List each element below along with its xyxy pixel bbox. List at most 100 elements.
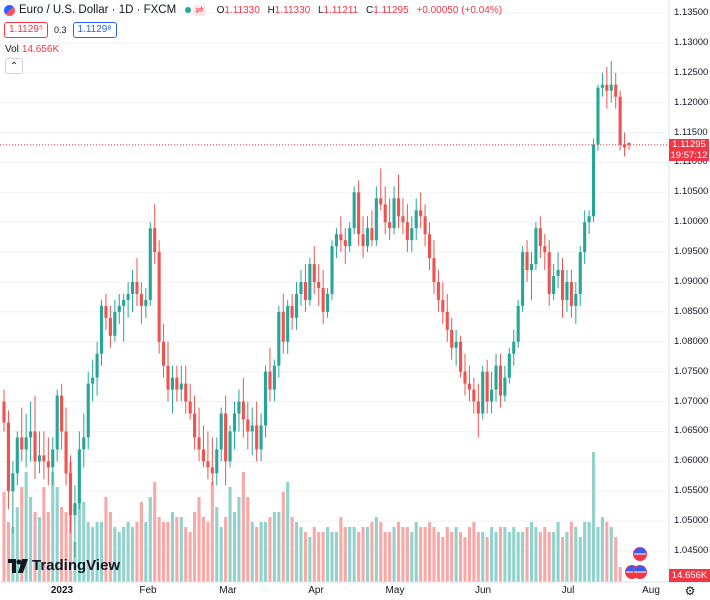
volume-bar bbox=[55, 487, 59, 582]
economic-event-flag-icon[interactable] bbox=[633, 565, 647, 579]
candle-body bbox=[263, 371, 268, 426]
economic-event-flag-icon[interactable] bbox=[633, 547, 647, 561]
candle-body bbox=[618, 96, 622, 145]
candle-body bbox=[476, 401, 480, 414]
candle-body bbox=[547, 252, 551, 294]
candle-body bbox=[281, 311, 285, 342]
candle-body bbox=[37, 455, 42, 462]
candle-body bbox=[361, 234, 365, 247]
candle-body bbox=[591, 144, 596, 217]
volume-bar bbox=[95, 522, 99, 582]
volume-bar bbox=[543, 527, 547, 582]
volume-bar bbox=[472, 522, 476, 582]
volume-bar bbox=[467, 527, 471, 582]
volume-bar bbox=[206, 522, 210, 582]
candle-body bbox=[259, 425, 263, 450]
volume-legend[interactable]: Vol 14.656K bbox=[5, 44, 59, 55]
tradingview-logo[interactable]: TradingView bbox=[8, 557, 120, 574]
volume-bar bbox=[441, 537, 445, 582]
time-tick: Jul bbox=[561, 585, 575, 596]
volume-bar bbox=[99, 522, 104, 582]
volume-bar bbox=[139, 502, 143, 582]
time-tick: Feb bbox=[139, 585, 157, 596]
price-tick: 1.08500 bbox=[674, 305, 709, 317]
candle-body bbox=[445, 311, 449, 330]
candle-body bbox=[357, 192, 361, 235]
candle-body bbox=[117, 305, 121, 312]
candle-body bbox=[467, 383, 471, 390]
candle-body bbox=[193, 413, 197, 438]
sell-button[interactable]: 1.1129⁵ bbox=[4, 22, 48, 38]
candle-body bbox=[569, 282, 573, 306]
collapse-legend-button[interactable]: ⌃ bbox=[5, 58, 23, 74]
time-axis[interactable]: 2023 Feb Mar Apr May Jun Jul Aug bbox=[0, 582, 669, 600]
candle-body bbox=[388, 222, 392, 229]
candle-body bbox=[472, 389, 476, 402]
price-tick: 1.12500 bbox=[674, 66, 709, 78]
candle-body bbox=[290, 305, 294, 318]
candle-body bbox=[179, 383, 183, 390]
price-tick: 1.11500 bbox=[674, 126, 708, 138]
volume-bar bbox=[73, 542, 77, 582]
volume-bar bbox=[255, 527, 259, 582]
candle-body bbox=[560, 270, 565, 300]
volume-bar bbox=[108, 512, 112, 582]
volume-bar bbox=[476, 532, 480, 582]
volume-bar bbox=[339, 517, 343, 582]
candle-body bbox=[232, 413, 237, 432]
volume-bar bbox=[405, 527, 409, 582]
buy-button[interactable]: 1.1129⁸ bbox=[72, 22, 117, 38]
candle-body bbox=[241, 401, 245, 420]
volume-bar bbox=[419, 527, 423, 582]
market-open-dot-icon bbox=[185, 7, 192, 13]
volume-bar bbox=[609, 527, 613, 582]
volume-bar bbox=[321, 532, 325, 582]
candle-body bbox=[24, 437, 28, 450]
candle-body bbox=[605, 84, 609, 91]
price-tick: 1.06000 bbox=[674, 455, 709, 467]
market-status-pill[interactable]: ⇌ bbox=[182, 4, 208, 16]
volume-bar bbox=[157, 517, 161, 582]
volume-bar bbox=[37, 517, 42, 582]
chart-settings-gear-icon[interactable]: ⚙ bbox=[684, 584, 696, 598]
candle-body bbox=[538, 228, 542, 247]
volume-bar bbox=[560, 537, 565, 582]
bar-countdown: 19:57:12 bbox=[670, 150, 708, 161]
volume-bar bbox=[126, 522, 130, 582]
candle-body bbox=[583, 222, 587, 253]
volume-bar bbox=[516, 532, 520, 582]
volume-bar bbox=[20, 487, 24, 582]
price-axis[interactable]: 1.13500 1.13000 1.12500 1.12000 1.11500 1.110… bbox=[669, 0, 710, 580]
volume-bar bbox=[170, 512, 174, 582]
volume-bar bbox=[454, 527, 458, 582]
candle-body bbox=[64, 431, 68, 474]
volume-bar bbox=[64, 512, 68, 582]
candle-body bbox=[86, 383, 90, 438]
candle-body bbox=[130, 282, 135, 294]
candle-body bbox=[423, 216, 427, 235]
candle-body bbox=[339, 234, 343, 241]
symbol-legend: Euro / U.S. Dollar · 1D · FXCM ⇌ O1.1133… bbox=[4, 4, 502, 16]
grid bbox=[0, 12, 669, 552]
candle-body bbox=[454, 341, 458, 348]
volume-bar bbox=[193, 512, 197, 582]
candle-body bbox=[326, 293, 330, 312]
candle-body bbox=[20, 437, 24, 450]
volume-bar bbox=[201, 517, 206, 582]
candle-body bbox=[317, 282, 321, 288]
candle-body bbox=[565, 282, 569, 300]
candle-body bbox=[410, 228, 414, 241]
candle-body bbox=[77, 449, 81, 504]
volume-bar bbox=[552, 532, 556, 582]
candle-body bbox=[414, 210, 418, 229]
volume-bar bbox=[175, 517, 179, 582]
volume-bar bbox=[605, 522, 609, 582]
candle-body bbox=[29, 431, 33, 438]
volume-bar bbox=[77, 497, 81, 582]
candle-body bbox=[15, 437, 19, 474]
candle-body bbox=[33, 431, 37, 462]
candle-body bbox=[228, 431, 232, 462]
volume-bar bbox=[574, 527, 578, 582]
symbol-title[interactable]: Euro / U.S. Dollar · 1D · FXCM bbox=[19, 4, 177, 16]
